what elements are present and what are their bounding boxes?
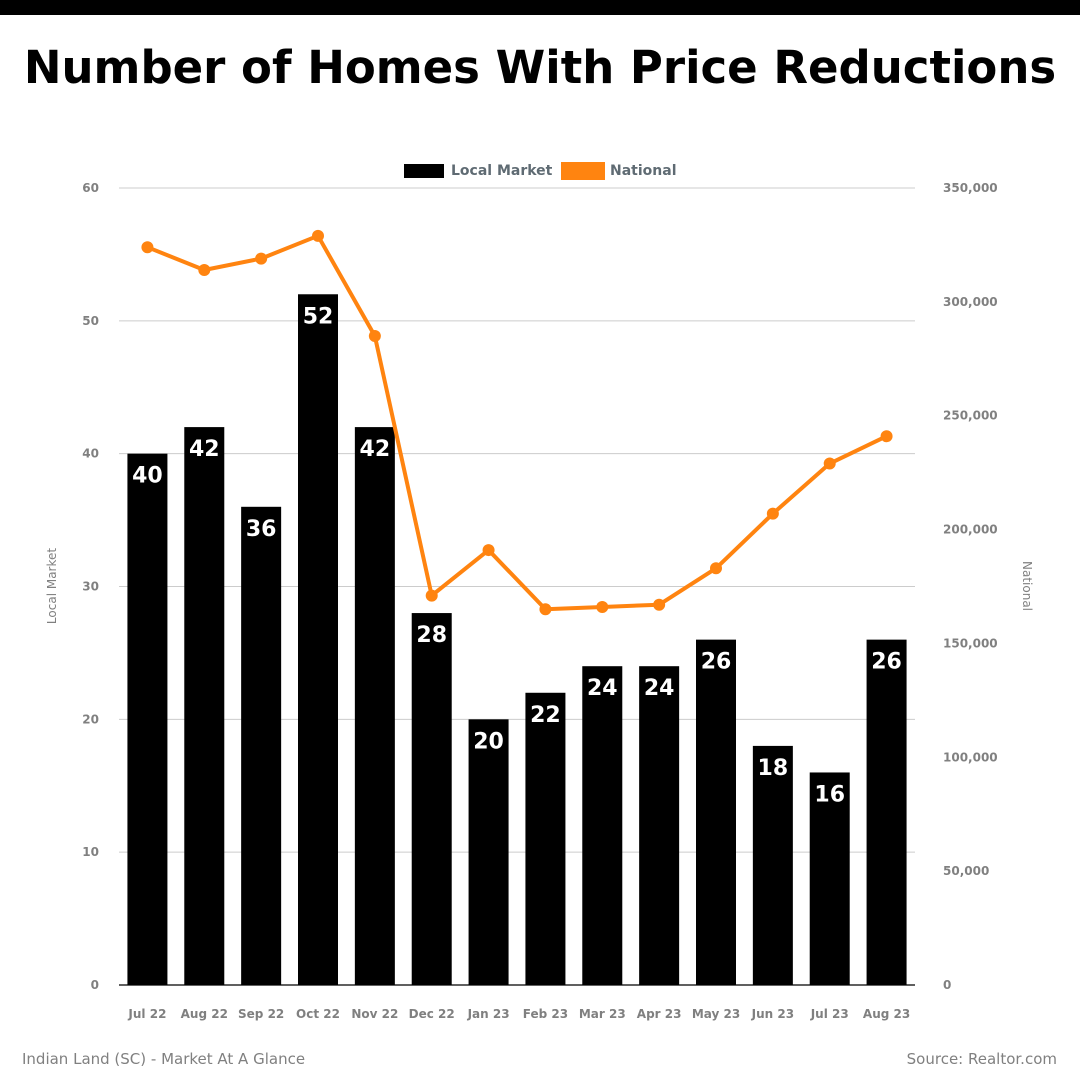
y-tick-left: 0 [91,978,99,992]
national-point [766,507,779,520]
x-tick-label: Apr 23 [637,1007,682,1021]
legend-swatch-national [561,162,605,180]
national-point [880,430,893,443]
bar-value-label: 52 [303,304,334,329]
y-tick-right: 350,000 [943,181,998,195]
legend-label-national: National [610,163,677,179]
national-point [482,544,495,557]
bar-value-label: 24 [644,676,675,701]
y-tick-left: 50 [82,314,99,328]
bar-value-label: 18 [758,756,789,781]
bar [184,427,225,986]
bar-value-label: 20 [473,729,504,754]
x-tick-label: Nov 22 [351,1007,398,1021]
y-axis-title-right: National [1020,561,1034,611]
y-tick-right: 250,000 [943,409,998,423]
bar-value-label: 24 [587,676,618,701]
national-point [312,229,324,242]
y-tick-right: 0 [943,978,951,992]
top-bar [0,0,1080,15]
national-point [198,263,211,276]
x-tick-label: Jul 22 [127,1007,166,1021]
bar [127,453,168,986]
legend-label-local: Local Market [451,163,553,179]
y-tick-left: 20 [82,712,99,726]
bar [752,745,793,985]
bar [241,506,282,985]
x-tick-label: Sep 22 [238,1007,284,1021]
y-tick-left: 40 [82,447,99,461]
national-line [146,233,888,612]
x-tick-label: Jun 23 [751,1007,794,1021]
y-tick-left: 60 [82,181,99,195]
y-tick-right: 200,000 [943,523,998,537]
national-point [710,562,722,575]
national-point [368,330,381,343]
national-point [653,598,666,611]
y-tick-right: 150,000 [943,636,998,650]
x-tick-label: Aug 23 [863,1007,910,1021]
bar-value-label: 42 [189,437,220,462]
chart-title: Number of Homes With Price Reductions [23,41,1057,94]
bar [866,639,907,985]
bar-value-label: 28 [416,623,447,648]
x-tick-label: Dec 22 [409,1007,455,1021]
x-tick-label: Oct 22 [296,1007,340,1021]
bar-value-label: 16 [814,782,845,807]
bar [809,772,850,985]
bar [468,719,509,985]
legend-swatch-local [404,164,444,178]
national-point [141,241,154,254]
y-tick-right: 100,000 [943,750,998,764]
national-point [596,600,609,613]
bar [582,666,623,985]
y-tick-right: 300,000 [943,295,998,309]
y-tick-left: 10 [82,845,99,859]
x-tick-label: May 23 [692,1007,740,1021]
y-tick-right: 50,000 [943,864,989,878]
bar [525,692,566,985]
x-tick-label: Feb 23 [523,1007,568,1021]
bar-value-label: 36 [246,517,277,542]
bar-value-label: 26 [701,650,732,675]
national-point [425,589,438,602]
x-tick-label: Jul 23 [810,1007,849,1021]
bar-value-label: 26 [871,650,902,675]
footer-market-label: Indian Land (SC) - Market At A Glance [22,1050,306,1068]
bar-value-label: 42 [360,437,391,462]
bar [298,294,338,985]
bar [354,427,395,986]
bar [696,639,736,985]
x-tick-label: Jan 23 [467,1007,510,1021]
x-tick-label: Mar 23 [579,1007,626,1021]
y-tick-left: 30 [82,580,99,594]
bar [411,613,452,985]
x-tick-label: Aug 22 [181,1007,228,1021]
bar-value-label: 40 [132,464,163,489]
footer-source: Source: Realtor.com [906,1050,1057,1068]
national-point [539,603,552,616]
bar-value-label: 22 [530,703,561,728]
y-axis-title-left: Local Market [45,548,59,624]
national-point [823,457,836,470]
national-point [255,252,268,265]
bar [639,666,680,985]
